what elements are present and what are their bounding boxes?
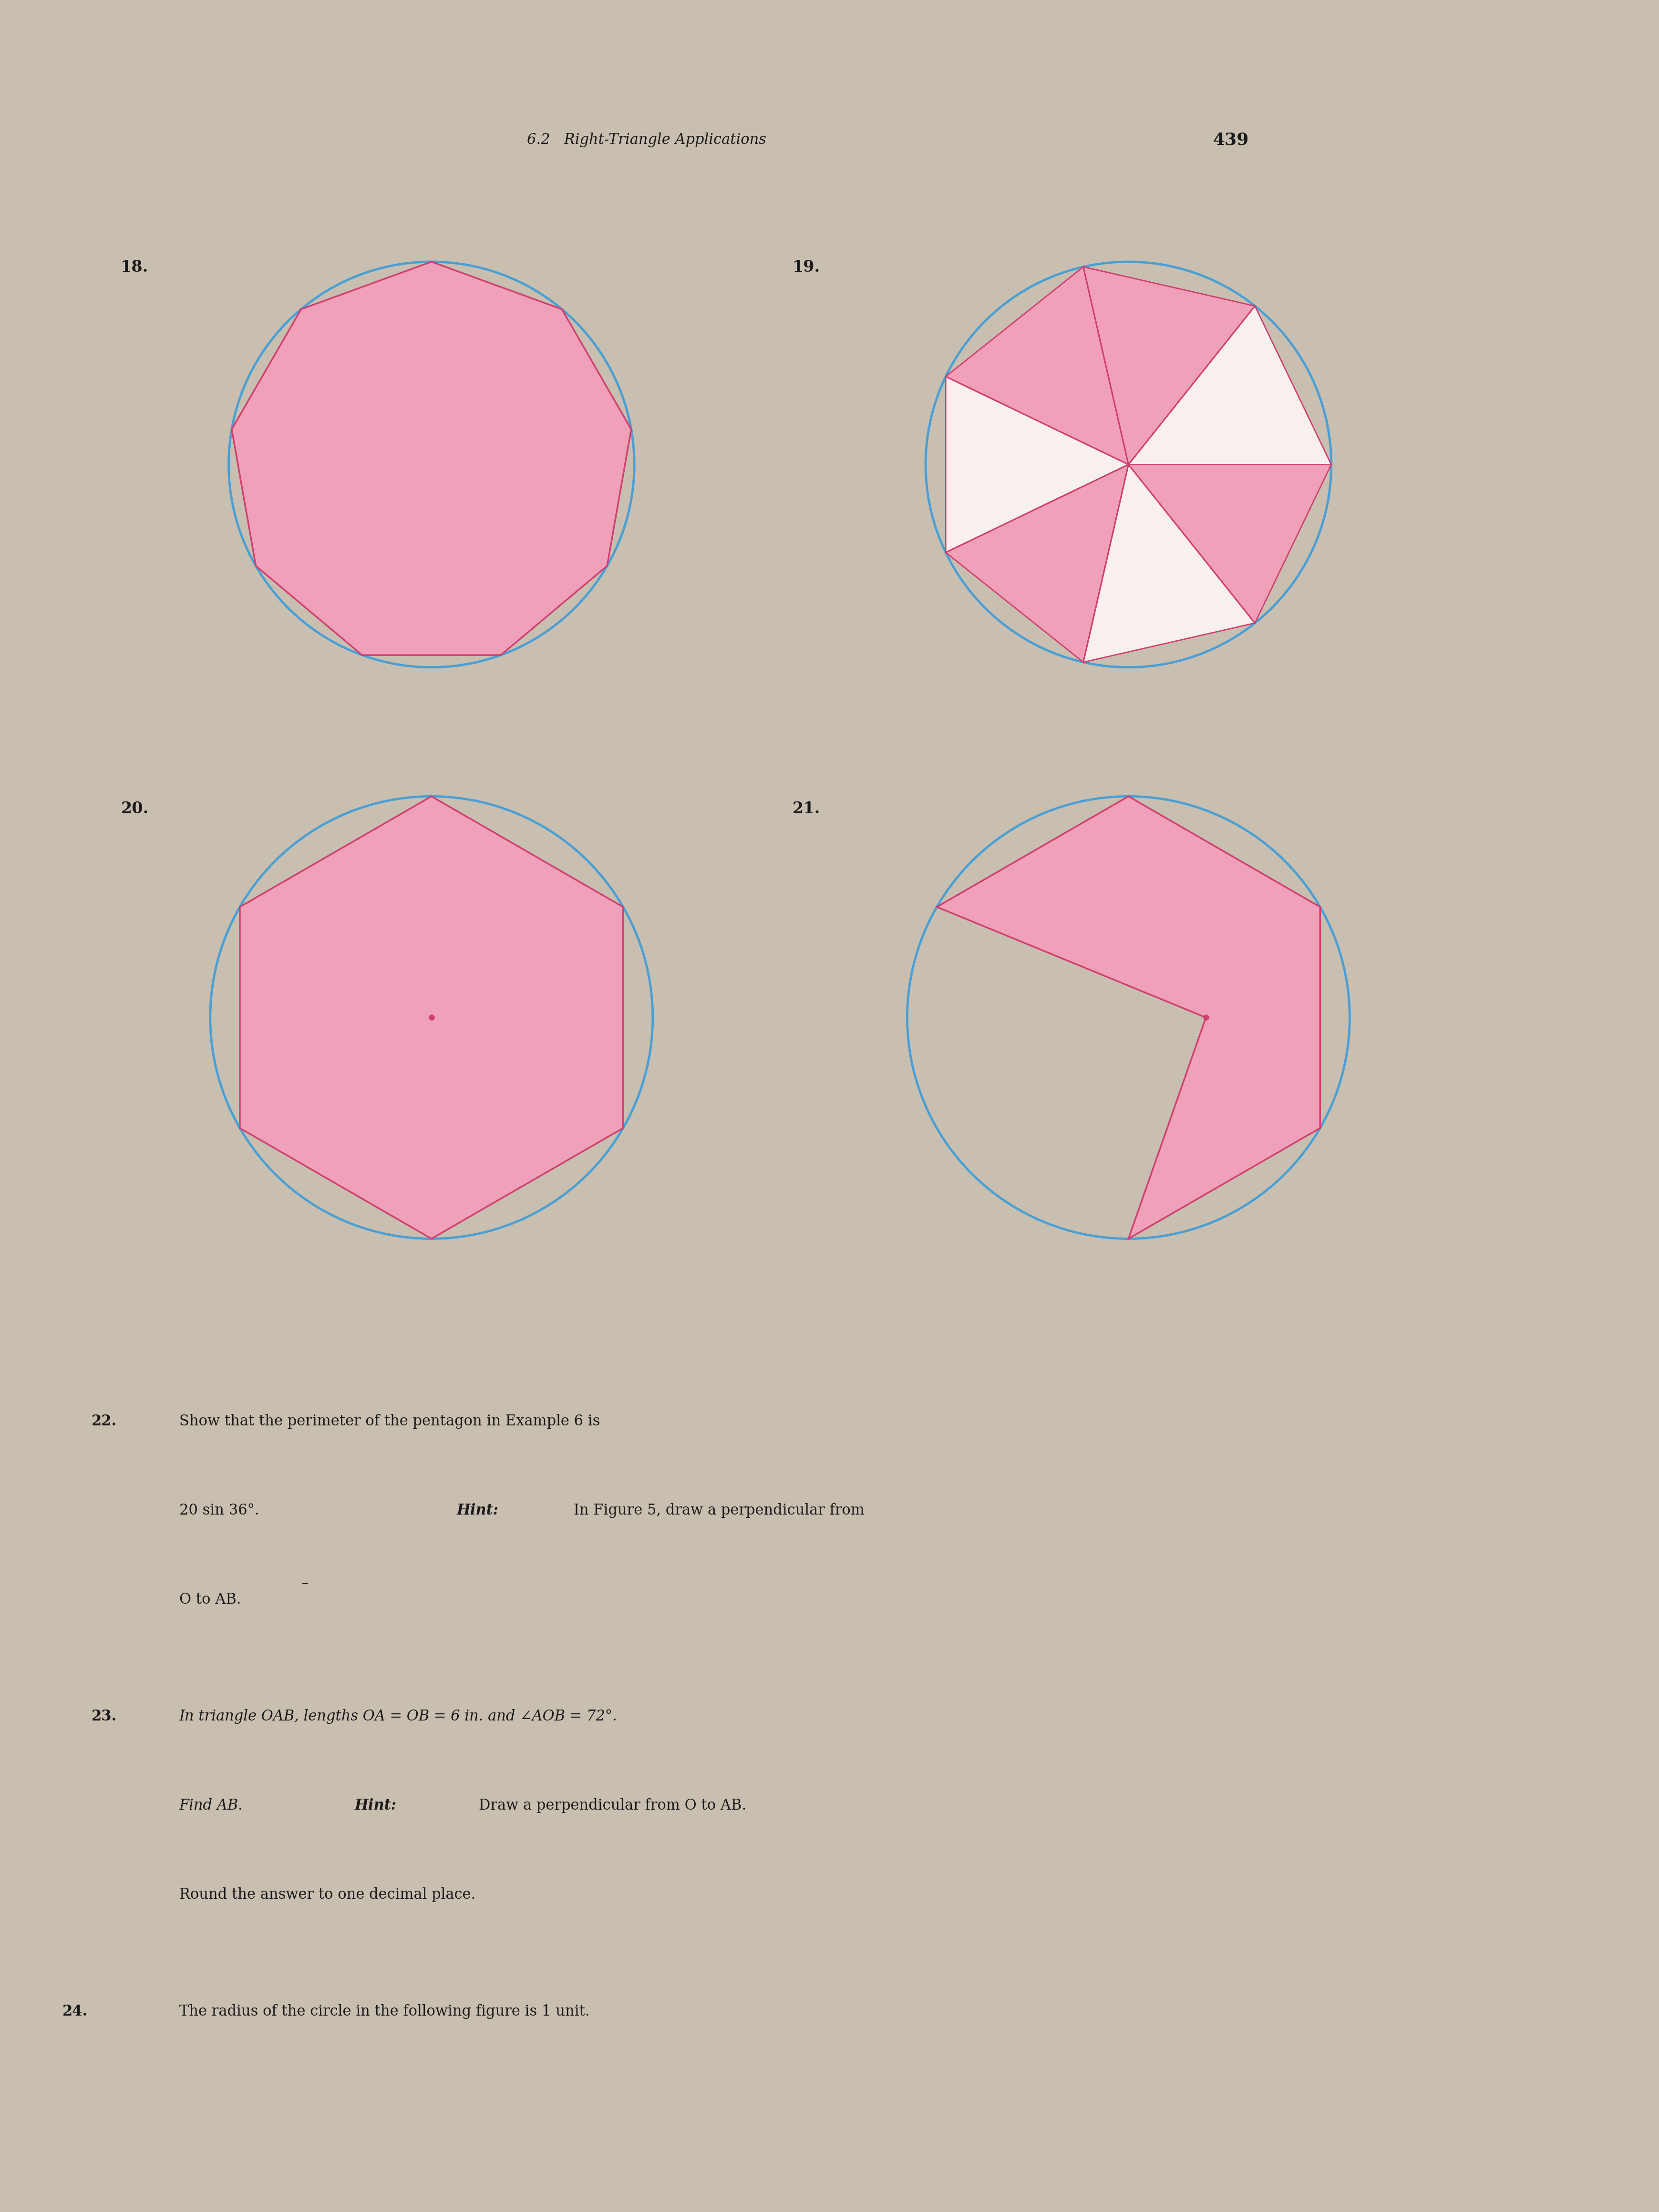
- Text: O to AB.: O to AB.: [179, 1593, 241, 1608]
- Text: Round the answer to one decimal place.: Round the answer to one decimal place.: [179, 1887, 476, 1902]
- Polygon shape: [1128, 465, 1331, 624]
- Text: In Figure 5, draw a perpendicular from: In Figure 5, draw a perpendicular from: [574, 1504, 864, 1517]
- Text: 19.: 19.: [793, 259, 820, 274]
- Polygon shape: [1128, 305, 1331, 465]
- Polygon shape: [946, 465, 1128, 661]
- Text: 23.: 23.: [91, 1710, 118, 1723]
- Text: 20.: 20.: [121, 801, 149, 816]
- Text: 22.: 22.: [91, 1413, 116, 1429]
- Text: 439: 439: [1213, 133, 1248, 148]
- Text: 20 sin 36°.: 20 sin 36°.: [179, 1504, 277, 1517]
- Text: Hint:: Hint:: [456, 1504, 498, 1517]
- Polygon shape: [1083, 268, 1254, 465]
- Text: In triangle OAB, lengths OA = OB = 6 in. and ∠AOB = 72°.: In triangle OAB, lengths OA = OB = 6 in.…: [179, 1710, 617, 1723]
- Text: 6.2   Right-Triangle Applications: 6.2 Right-Triangle Applications: [526, 133, 766, 148]
- Text: 24.: 24.: [63, 2004, 88, 2020]
- Text: The radius of the circle in the following figure is 1 unit.: The radius of the circle in the followin…: [179, 2004, 589, 2020]
- Text: 18.: 18.: [121, 259, 149, 274]
- Polygon shape: [1083, 465, 1254, 661]
- Polygon shape: [937, 796, 1319, 1239]
- Polygon shape: [946, 268, 1128, 465]
- Polygon shape: [946, 376, 1128, 553]
- Polygon shape: [241, 796, 622, 1239]
- Text: 21.: 21.: [793, 801, 820, 816]
- Text: Hint:: Hint:: [355, 1798, 397, 1814]
- Text: Find AB.: Find AB.: [179, 1798, 262, 1814]
- Text: Show that the perimeter of the pentagon in Example 6 is: Show that the perimeter of the pentagon …: [179, 1413, 601, 1429]
- Text: Draw a perpendicular from O to AB.: Draw a perpendicular from O to AB.: [478, 1798, 747, 1814]
- Polygon shape: [232, 261, 630, 655]
